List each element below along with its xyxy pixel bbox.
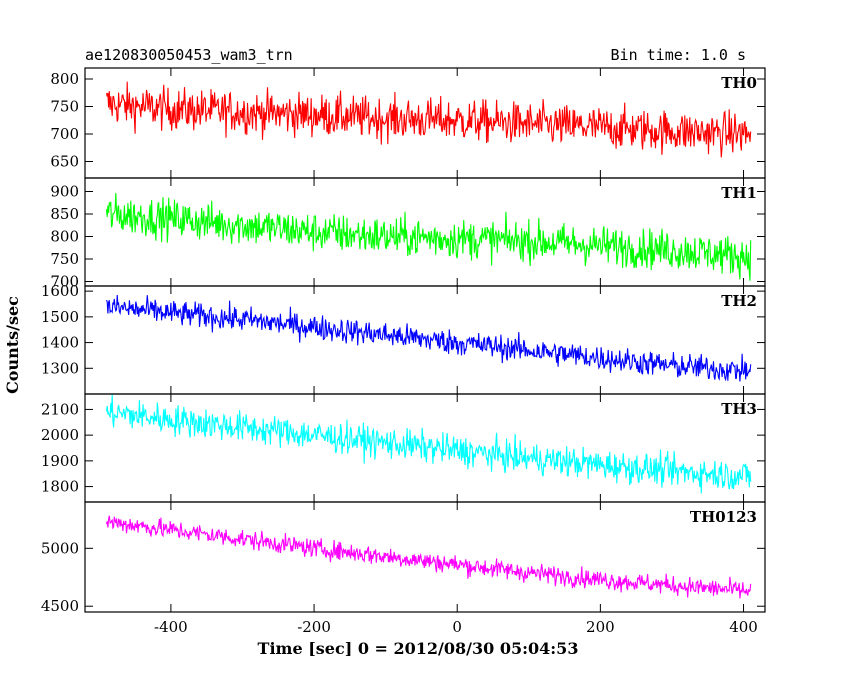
x-tick-label: 200: [586, 618, 615, 636]
y-tick-label: 5000: [41, 539, 79, 557]
series-line-th3: [105, 394, 752, 494]
panel-label-th2: TH2: [721, 292, 757, 310]
panel-frame: [84, 501, 766, 613]
y-tick-label: 700: [50, 125, 79, 143]
panel-th3: 1800 1900 2000 2100 TH3: [41, 393, 766, 503]
panel-label-th3: TH3: [721, 400, 757, 418]
y-tick-label: 800: [50, 228, 79, 246]
panel-frame: [84, 177, 766, 287]
chart-title: ae120830050453_wam3_trn: [85, 46, 293, 64]
x-axis-title: Time [sec] 0 = 2012/08/30 05:04:53: [258, 639, 579, 658]
y-tick-label: 800: [50, 70, 79, 88]
y-tick-label: 750: [50, 250, 79, 268]
y-tick-label: 1300: [41, 359, 79, 377]
y-tick-label: 650: [50, 153, 79, 171]
y-tick-label: 1400: [41, 334, 79, 352]
series-line-th2: [105, 294, 752, 382]
panels-group: 650 700 750 800 TH0 700 750 800 850 900 TH1 1300 140…: [41, 67, 766, 615]
x-tick-label: -200: [297, 618, 331, 636]
y-tick-label: 750: [50, 98, 79, 116]
y-tick-label: 2100: [41, 400, 79, 418]
series-line-th0123: [105, 515, 752, 599]
panel-th0: 650 700 750 800 TH0: [50, 67, 766, 179]
panel-frame: [84, 285, 766, 395]
y-tick-label: 850: [50, 205, 79, 223]
y-tick-label: 1900: [41, 452, 79, 470]
panel-label-th0123: TH0123: [690, 508, 757, 526]
y-axis-title: Counts/sec: [3, 296, 22, 394]
y-tick-label: 900: [50, 183, 79, 201]
panel-th0123: 4500 5000 TH0123: [41, 501, 766, 615]
series-line-th1: [105, 192, 752, 281]
panel-label-th1: TH1: [721, 184, 757, 202]
series-line-th0: [105, 81, 752, 158]
y-tick-label: 700: [50, 273, 79, 291]
panel-th1: 700 750 800 850 900 TH1: [50, 177, 766, 291]
x-tick-label: 400: [729, 618, 758, 636]
panel-th2: 1300 1400 1500 1600 TH2: [41, 282, 766, 395]
x-axis: -400 -200 0 200 400: [154, 618, 758, 636]
bin-time-label: Bin time: 1.0 s: [611, 46, 746, 64]
x-tick-label: 0: [452, 618, 462, 636]
y-tick-label: 1600: [41, 282, 79, 300]
y-tick-label: 4500: [41, 597, 79, 615]
y-tick-label: 1800: [41, 478, 79, 496]
y-tick-label: 2000: [41, 426, 79, 444]
x-tick-label: -400: [154, 618, 188, 636]
panel-label-th0: TH0: [721, 74, 757, 92]
y-tick-label: 1500: [41, 308, 79, 326]
